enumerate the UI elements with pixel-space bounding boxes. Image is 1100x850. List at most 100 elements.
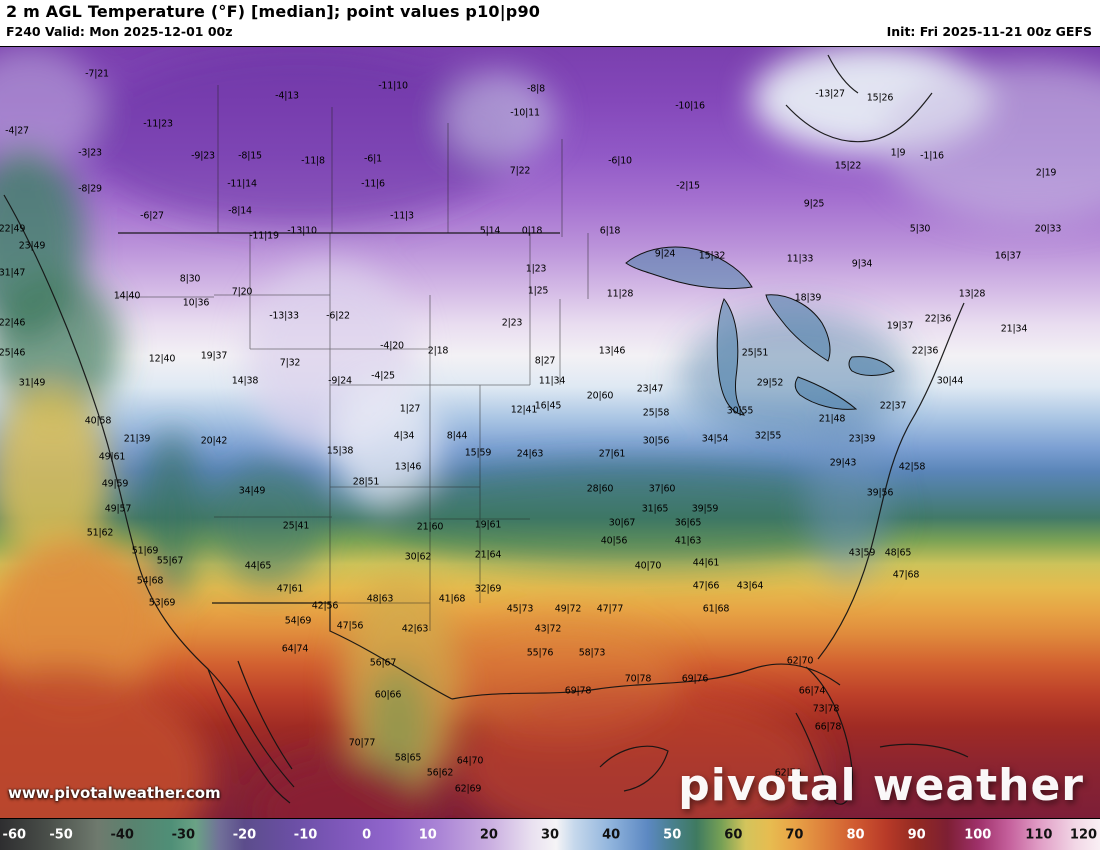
point-value: -6|22 xyxy=(326,310,350,322)
point-value: 39|59 xyxy=(691,503,719,515)
point-value: 30|56 xyxy=(642,435,670,447)
point-value: 15|38 xyxy=(326,445,354,457)
colorbar-tick: 60 xyxy=(724,827,743,842)
point-value: 1|25 xyxy=(527,285,549,297)
point-value: 21|39 xyxy=(123,433,151,445)
point-value: 47|77 xyxy=(596,603,624,615)
colorbar-tick: 90 xyxy=(907,827,926,842)
colorbar-tick: -40 xyxy=(110,827,134,842)
point-value: -6|1 xyxy=(364,153,382,165)
point-value: 56|62 xyxy=(426,767,454,779)
point-value: 21|60 xyxy=(416,521,444,533)
point-value: 14|38 xyxy=(231,375,259,387)
point-value: 53|69 xyxy=(148,597,176,609)
point-value: 10|36 xyxy=(182,297,210,309)
point-value: 49|59 xyxy=(101,478,129,490)
point-value: 30|55 xyxy=(726,405,754,417)
colorbar-tick: 20 xyxy=(479,827,498,842)
point-value: 62|76 xyxy=(774,767,802,779)
point-value: -11|3 xyxy=(390,210,414,222)
point-value: -11|23 xyxy=(143,118,173,130)
point-value: 64|70 xyxy=(456,755,484,767)
point-value: 31|65 xyxy=(641,503,669,515)
point-value: 44|65 xyxy=(244,560,272,572)
point-value: 40|58 xyxy=(84,415,112,427)
point-value: -10|11 xyxy=(510,107,540,119)
point-value: 29|52 xyxy=(756,377,784,389)
map-canvas[interactable]: -7|21 -4|13 -11|10 -8|8 -13|27 15|26 -10|16 -10… xyxy=(0,46,1100,818)
point-value: 21|34 xyxy=(1000,323,1028,335)
header: 2 m AGL Temperature (°F) [median]; point… xyxy=(0,0,1100,46)
point-value: 49|61 xyxy=(98,451,126,463)
point-value: 15|32 xyxy=(698,250,726,262)
temperature-fill-map xyxy=(0,47,1100,818)
point-value: 32|69 xyxy=(474,583,502,595)
colorbar-tick: 100 xyxy=(964,827,992,842)
colorbar: -60 -50 -40 -30 -20 -10 0 10 20 30 40 50 60 70 80 90 100… xyxy=(0,818,1100,850)
point-value: 47|68 xyxy=(892,569,920,581)
point-value: 40|56 xyxy=(600,535,628,547)
coastlines xyxy=(3,54,969,805)
point-value: 20|33 xyxy=(1034,223,1062,235)
point-value: 61|68 xyxy=(702,603,730,615)
point-value: 34|49 xyxy=(238,485,266,497)
point-value: -8|8 xyxy=(527,83,545,95)
point-value: 11|34 xyxy=(538,375,566,387)
point-value: 37|60 xyxy=(648,483,676,495)
point-value: 42|58 xyxy=(898,461,926,473)
point-value: 19|37 xyxy=(886,320,914,332)
point-value: 8|44 xyxy=(446,430,468,442)
point-value: 8|27 xyxy=(534,355,556,367)
point-value: 54|69 xyxy=(284,615,312,627)
point-value: 47|66 xyxy=(692,580,720,592)
point-value: 31|49 xyxy=(18,377,46,389)
point-value: 51|69 xyxy=(131,545,159,557)
point-value: 70|78 xyxy=(624,673,652,685)
point-value: 9|24 xyxy=(654,248,676,260)
point-value: 55|67 xyxy=(156,555,184,567)
point-value: 27|61 xyxy=(598,448,626,460)
point-value: 40|70 xyxy=(634,560,662,572)
point-value: -9|23 xyxy=(191,150,215,162)
point-value: 56|67 xyxy=(369,657,397,669)
point-value: 6|18 xyxy=(599,225,621,237)
point-value: -13|10 xyxy=(287,225,317,237)
point-value: 58|73 xyxy=(578,647,606,659)
point-value: 29|43 xyxy=(829,457,857,469)
point-value: 20|42 xyxy=(200,435,228,447)
point-value: -4|25 xyxy=(371,370,395,382)
point-value: -11|14 xyxy=(227,178,257,190)
point-value: 20|60 xyxy=(586,390,614,402)
point-value: 30|44 xyxy=(936,375,964,387)
point-value: 22|37 xyxy=(879,400,907,412)
point-value: 43|72 xyxy=(534,623,562,635)
point-value: 23|49 xyxy=(18,240,46,252)
point-value: -7|21 xyxy=(85,68,109,80)
point-value: 23|39 xyxy=(848,433,876,445)
point-value: 19|61 xyxy=(474,519,502,531)
header-subrow: F240 Valid: Mon 2025-12-01 00z Init: Fri… xyxy=(6,24,1092,39)
lakes xyxy=(625,246,895,416)
colorbar-tick: -50 xyxy=(49,827,73,842)
point-value: 15|59 xyxy=(464,447,492,459)
point-value: 25|58 xyxy=(642,407,670,419)
point-value: 2|23 xyxy=(501,317,523,329)
point-value: 25|51 xyxy=(741,347,769,359)
point-value: 22|46 xyxy=(0,317,26,329)
product-title: 2 m AGL Temperature (°F) [median]; point… xyxy=(6,2,541,21)
point-value: 60|66 xyxy=(374,689,402,701)
point-value: 42|63 xyxy=(401,623,429,635)
point-value: -8|29 xyxy=(78,183,102,195)
point-value: -13|33 xyxy=(269,310,299,322)
point-value: 44|61 xyxy=(692,557,720,569)
point-value: 39|56 xyxy=(866,487,894,499)
point-value: 47|56 xyxy=(336,620,364,632)
point-value: -4|27 xyxy=(5,125,29,137)
point-value: -2|15 xyxy=(676,180,700,192)
point-value: -11|10 xyxy=(378,80,408,92)
point-value: 28|60 xyxy=(586,483,614,495)
point-value: 42|56 xyxy=(311,600,339,612)
point-value: 24|63 xyxy=(516,448,544,460)
point-value: -8|15 xyxy=(238,150,262,162)
